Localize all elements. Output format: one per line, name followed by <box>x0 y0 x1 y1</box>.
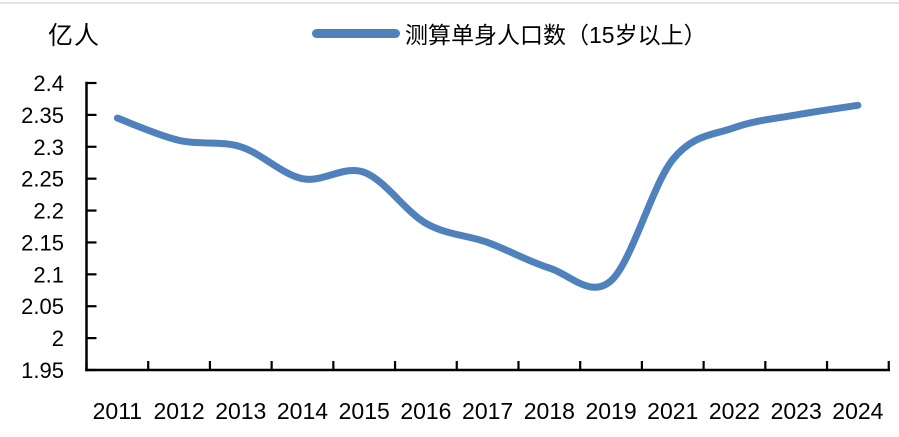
x-tick-label: 2015 <box>339 398 390 424</box>
x-tick-label: 2024 <box>832 398 883 424</box>
y-tick-label: 1.95 <box>21 358 64 383</box>
x-tick-label: 2022 <box>709 398 760 424</box>
y-tick-label: 2.3 <box>33 135 64 160</box>
x-tick-label: 2013 <box>215 398 266 424</box>
legend-series-label: 测算单身人口数（15岁以上） <box>405 22 707 48</box>
x-tick-label: 2016 <box>400 398 451 424</box>
x-tick-label: 2023 <box>771 398 822 424</box>
y-tick-label: 2.25 <box>21 167 64 192</box>
x-tick-label: 2011 <box>93 398 142 424</box>
x-tick-label: 2014 <box>277 398 328 424</box>
y-tick-label: 2.2 <box>33 199 64 224</box>
x-tick-label: 2021 <box>647 398 698 424</box>
y-tick-label: 2.35 <box>21 103 64 128</box>
legend: 测算单身人口数（15岁以上） <box>312 18 707 48</box>
x-tick-label: 2017 <box>462 398 513 424</box>
series-line <box>113 101 862 291</box>
y-axis-unit-label: 亿人 <box>48 22 101 50</box>
y-tick-label: 2 <box>52 326 64 351</box>
y-tick-label: 2.1 <box>33 262 64 287</box>
y-tick-label: 2.15 <box>21 230 64 255</box>
y-tick-label: 2.4 <box>33 71 64 96</box>
x-tick-label: 2012 <box>153 398 204 424</box>
y-tick-label: 2.05 <box>21 294 64 319</box>
window-top-border <box>0 2 899 4</box>
x-tick-label: 2018 <box>524 398 575 424</box>
legend-line-marker-icon <box>312 28 400 38</box>
x-tick-label: 2019 <box>585 398 636 424</box>
